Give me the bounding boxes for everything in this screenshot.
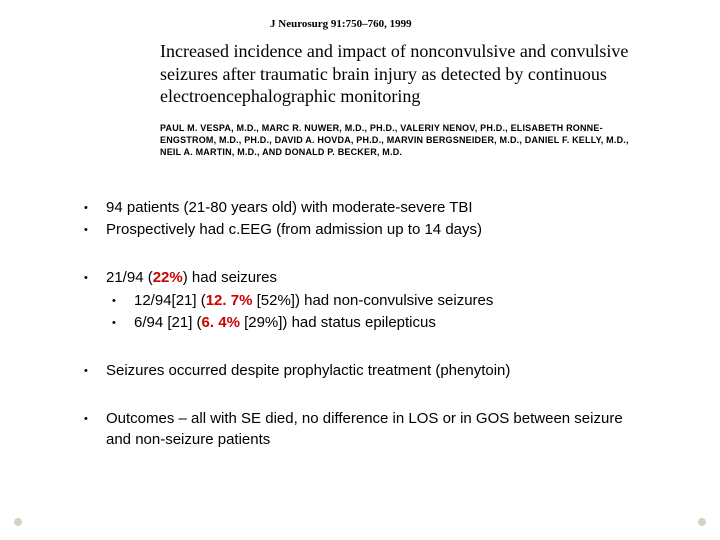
- bullet-marker: •: [84, 409, 106, 429]
- bullet-marker: •: [84, 220, 106, 240]
- bullet-marker: •: [84, 268, 106, 288]
- bullet-text: 21/94 (22%) had seizures: [106, 268, 650, 288]
- bullet-text: Prospectively had c.EEG (from admission …: [106, 220, 650, 240]
- paper-authors: PAUL M. VESPA, M.D., MARC R. NUWER, M.D.…: [160, 122, 640, 158]
- journal-citation: J Neurosurg 91:750–760, 1999: [270, 18, 640, 30]
- bullet-group: •Seizures occurred despite prophylactic …: [84, 361, 650, 381]
- bullet-text: 12/94[21] (12. 7% [52%]) had non-convuls…: [134, 291, 650, 311]
- bullet-group: •94 patients (21-80 years old) with mode…: [84, 198, 650, 241]
- bullet-group: •Outcomes – all with SE died, no differe…: [84, 409, 650, 450]
- bullet-marker: •: [84, 361, 106, 381]
- decorative-dot-bottom-right: [698, 518, 706, 526]
- bullet-marker: •: [112, 291, 134, 311]
- header-block: J Neurosurg 91:750–760, 1999 Increased i…: [160, 18, 640, 158]
- paper-title: Increased incidence and impact of noncon…: [160, 40, 640, 108]
- bullet-text: Outcomes – all with SE died, no differen…: [106, 409, 650, 450]
- bullet-group: •21/94 (22%) had seizures•12/94[21] (12.…: [84, 268, 650, 333]
- bullet-text: 94 patients (21-80 years old) with moder…: [106, 198, 650, 218]
- bullet-item: •Outcomes – all with SE died, no differe…: [84, 409, 650, 450]
- sub-bullet-item: •12/94[21] (12. 7% [52%]) had non-convul…: [112, 291, 650, 311]
- slide-page: J Neurosurg 91:750–760, 1999 Increased i…: [0, 0, 720, 540]
- bullet-marker: •: [112, 313, 134, 333]
- bullet-item: •21/94 (22%) had seizures: [84, 268, 650, 288]
- bullet-item: •94 patients (21-80 years old) with mode…: [84, 198, 650, 218]
- bullet-marker: •: [84, 198, 106, 218]
- bullet-text: Seizures occurred despite prophylactic t…: [106, 361, 650, 381]
- bullet-text: 6/94 [21] (6. 4% [29%]) had status epile…: [134, 313, 650, 333]
- bullet-content: •94 patients (21-80 years old) with mode…: [84, 198, 650, 450]
- bullet-item: •Prospectively had c.EEG (from admission…: [84, 220, 650, 240]
- decorative-dot-bottom-left: [14, 518, 22, 526]
- bullet-item: •Seizures occurred despite prophylactic …: [84, 361, 650, 381]
- sub-bullet-item: • 6/94 [21] (6. 4% [29%]) had status epi…: [112, 313, 650, 333]
